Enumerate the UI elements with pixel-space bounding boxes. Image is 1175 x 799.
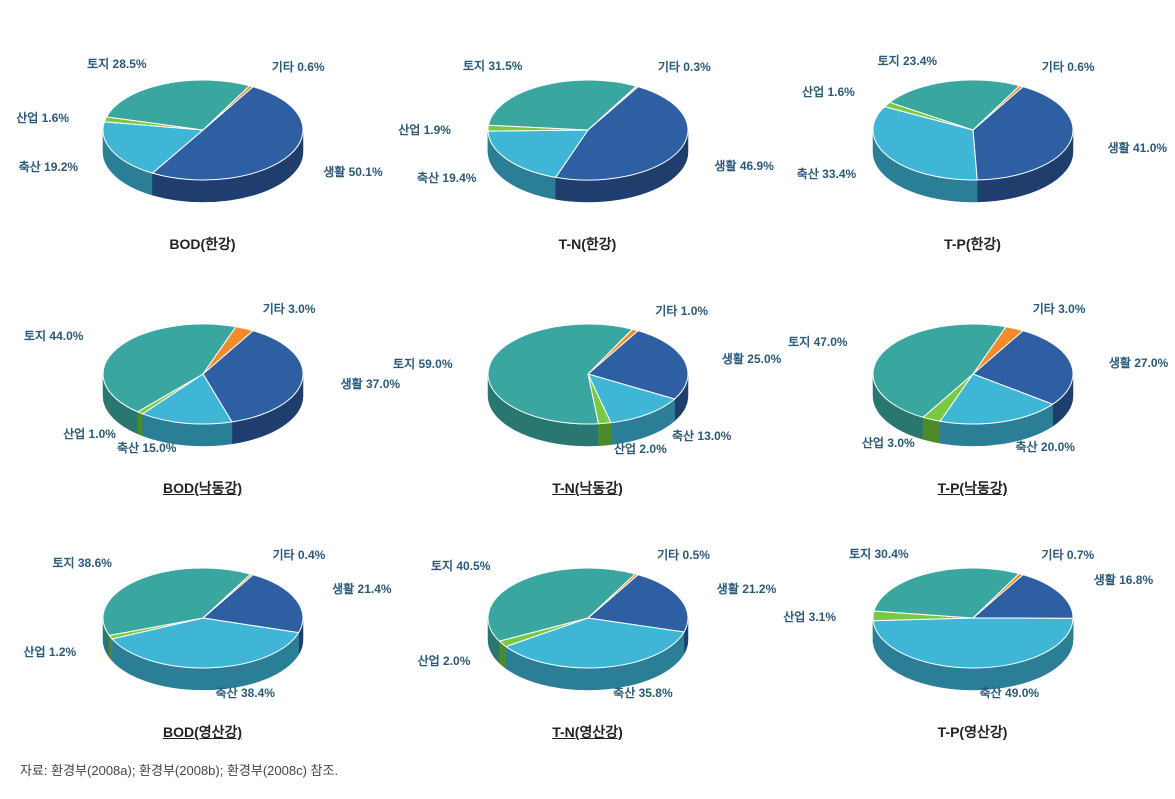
pie-label-other: 기타 3.0% — [1033, 300, 1086, 317]
pie-label-ind: 산업 1.6% — [802, 83, 855, 100]
pie-label-ind: 산업 2.0% — [418, 652, 471, 669]
pie-chart: 생활 41.0%축산 33.4%산업 1.6%토지 23.4%기타 0.6% — [793, 20, 1153, 230]
pie-label-other: 기타 1.0% — [655, 302, 708, 319]
pie-label-land: 토지 23.4% — [878, 52, 937, 69]
pie-label-ind: 산업 1.6% — [16, 109, 69, 126]
pie-chart-cell: 생활 21.2%축산 35.8%산업 2.0%토지 40.5%기타 0.5%T-… — [405, 508, 770, 742]
pie-label-life: 생활 27.0% — [1109, 354, 1168, 371]
pie-chart: 생활 46.9%축산 19.4%산업 1.9%토지 31.5%기타 0.3% — [408, 20, 768, 230]
pie-label-live: 축산 15.0% — [117, 439, 176, 456]
pie-label-ind: 산업 1.2% — [23, 643, 76, 660]
pie-chart-cell: 생활 21.4%축산 38.4%산업 1.2%토지 38.6%기타 0.4%BO… — [20, 508, 385, 742]
chart-title: BOD(낙동강) — [163, 478, 242, 498]
pie-label-other: 기타 0.4% — [273, 546, 326, 563]
pie-label-live: 축산 38.4% — [216, 684, 275, 701]
pie-label-live: 축산 19.2% — [19, 158, 78, 175]
chart-title: BOD(영산강) — [163, 722, 242, 742]
pie-label-ind: 산업 1.0% — [63, 425, 116, 442]
pie-label-land: 토지 30.4% — [849, 545, 908, 562]
chart-title: BOD(한강) — [169, 234, 235, 254]
pie-label-ind: 산업 2.0% — [614, 440, 667, 457]
pie-chart: 생활 25.0%축산 13.0%산업 2.0%토지 59.0%기타 1.0% — [408, 264, 768, 474]
pie-label-other: 기타 0.7% — [1041, 546, 1094, 563]
pie-label-life: 생활 46.9% — [714, 157, 773, 174]
pie-label-live: 축산 49.0% — [980, 684, 1039, 701]
pie-chart-cell: 생활 16.8%축산 49.0%산업 3.1%토지 30.4%기타 0.7%T-… — [790, 508, 1155, 742]
chart-title: T-P(한강) — [944, 234, 1001, 254]
pie-label-ind: 산업 3.0% — [862, 434, 915, 451]
pie-label-land: 토지 44.0% — [24, 327, 83, 344]
pie-chart: 생활 37.0%축산 15.0%산업 1.0%토지 44.0%기타 3.0% — [23, 264, 383, 474]
pie-label-live: 축산 20.0% — [1016, 438, 1075, 455]
pie-chart: 생활 21.2%축산 35.8%산업 2.0%토지 40.5%기타 0.5% — [408, 508, 768, 718]
pie-chart-cell: 생활 37.0%축산 15.0%산업 1.0%토지 44.0%기타 3.0%BO… — [20, 264, 385, 498]
chart-title: T-P(낙동강) — [938, 478, 1008, 498]
pie-label-life: 생활 21.2% — [717, 580, 776, 597]
pie-label-other: 기타 0.6% — [272, 58, 325, 75]
pie-chart-cell: 생활 50.1%축산 19.2%산업 1.6%토지 28.5%기타 0.6%BO… — [20, 20, 385, 254]
pie-chart: 생활 16.8%축산 49.0%산업 3.1%토지 30.4%기타 0.7% — [793, 508, 1153, 718]
pie-label-other: 기타 0.6% — [1042, 58, 1095, 75]
pie-label-life: 생활 16.8% — [1094, 571, 1153, 588]
pie-label-live: 축산 13.0% — [672, 427, 731, 444]
pie-label-other: 기타 0.5% — [657, 546, 710, 563]
pie-label-live: 축산 19.4% — [417, 169, 476, 186]
chart-title: T-N(영산강) — [552, 722, 623, 742]
pie-label-land: 토지 47.0% — [788, 333, 847, 350]
pie-label-life: 생활 41.0% — [1108, 139, 1167, 156]
pie-chart: 생활 50.1%축산 19.2%산업 1.6%토지 28.5%기타 0.6% — [23, 20, 383, 230]
pie-label-live: 축산 35.8% — [613, 684, 672, 701]
pie-label-land: 토지 40.5% — [431, 557, 490, 574]
pie-chart-grid: 생활 50.1% 축산 19.2% 산업 1.6% 토지 28.5% 기타 0.6% BO… — [20, 20, 1155, 742]
pie-chart-cell: 생활 25.0%축산 13.0%산업 2.0%토지 59.0%기타 1.0%T-… — [405, 264, 770, 498]
pie-label-other: 기타 3.0% — [263, 300, 316, 317]
source-footer: 자료: 환경부(2008a); 환경부(2008b); 환경부(2008c) 참… — [20, 760, 1155, 779]
pie-label-ind: 산업 3.1% — [783, 608, 836, 625]
pie-label-other: 기타 0.3% — [658, 58, 711, 75]
pie-label-life: 생활 50.1% — [323, 163, 382, 180]
pie-label-land: 토지 31.5% — [463, 57, 522, 74]
pie-label-land: 토지 28.5% — [87, 55, 146, 72]
pie-label-land: 토지 59.0% — [393, 355, 452, 372]
chart-title: T-N(한강) — [559, 234, 617, 254]
pie-label-ind: 산업 1.9% — [398, 121, 451, 138]
chart-title: T-N(낙동강) — [552, 478, 623, 498]
pie-chart-cell: 생활 27.0%축산 20.0%산업 3.0%토지 47.0%기타 3.0%T-… — [790, 264, 1155, 498]
pie-chart-cell: 생활 46.9%축산 19.4%산업 1.9%토지 31.5%기타 0.3%T-… — [405, 20, 770, 254]
pie-label-land: 토지 38.6% — [52, 554, 111, 571]
pie-chart: 생활 21.4%축산 38.4%산업 1.2%토지 38.6%기타 0.4% — [23, 508, 383, 718]
pie-label-life: 생활 25.0% — [722, 350, 781, 367]
pie-chart: 생활 27.0%축산 20.0%산업 3.0%토지 47.0%기타 3.0% — [793, 264, 1153, 474]
pie-label-live: 축산 33.4% — [797, 165, 856, 182]
pie-chart-cell: 생활 41.0%축산 33.4%산업 1.6%토지 23.4%기타 0.6%T-… — [790, 20, 1155, 254]
pie-label-life: 생활 21.4% — [332, 580, 391, 597]
chart-title: T-P(영산강) — [938, 722, 1008, 742]
pie-label-life: 생활 37.0% — [341, 375, 400, 392]
